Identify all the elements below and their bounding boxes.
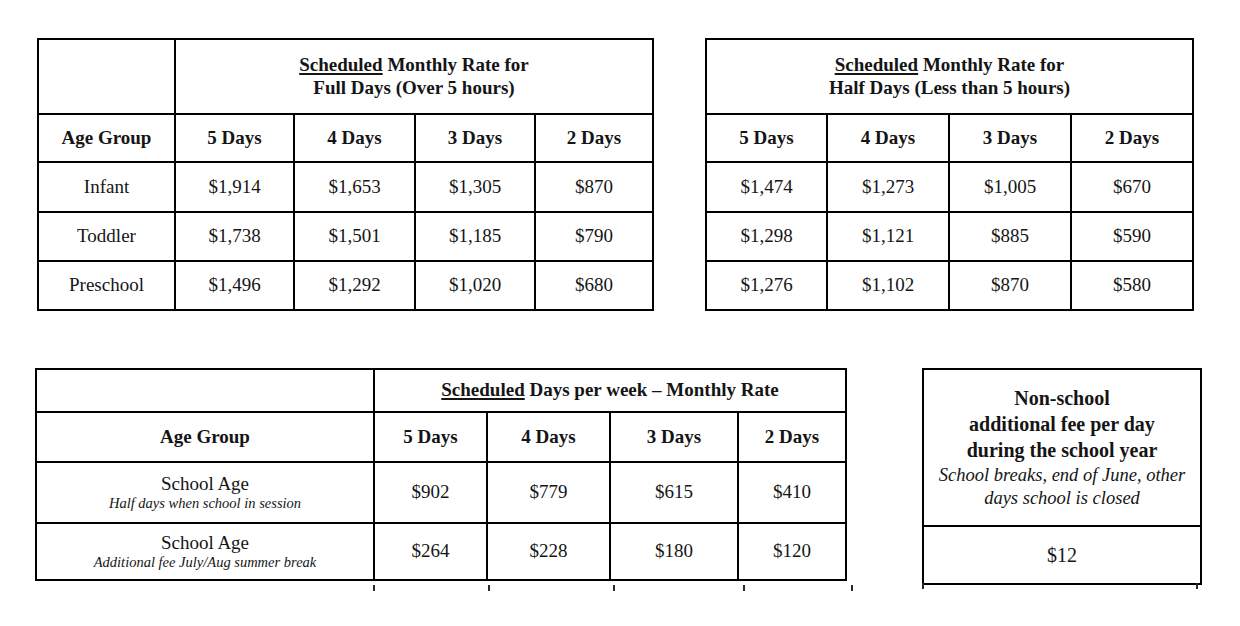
spacer-cell <box>38 39 175 114</box>
table-row: $1,474 $1,273 $1,005 $670 <box>706 162 1193 212</box>
cutoff-row-stub <box>743 585 745 591</box>
rate-cell: $615 <box>610 462 738 523</box>
rate-cell: $1,292 <box>294 261 415 310</box>
column-header-2-days: 2 Days <box>1071 114 1193 162</box>
non-school-fee-note: School breaks, end of June, other days s… <box>928 464 1196 510</box>
fee-title-line2: additional fee per day <box>969 413 1155 435</box>
rate-cell: $902 <box>374 462 487 523</box>
cutoff-row-stub <box>851 585 853 591</box>
title-line2: Half Days (Less than 5 hours) <box>829 77 1070 98</box>
column-header-5-days: 5 Days <box>175 114 294 162</box>
table-row: Infant $1,914 $1,653 $1,305 $870 <box>38 162 653 212</box>
rate-cell: $1,738 <box>175 212 294 261</box>
title-rest: Monthly Rate for <box>918 54 1064 75</box>
rate-cell: $1,273 <box>827 162 949 212</box>
fee-title-line1: Non-school <box>1014 387 1110 409</box>
fee-title-line3: during the school year <box>967 439 1158 461</box>
rate-cell: $779 <box>487 462 610 523</box>
title-underlined-word: Scheduled <box>835 54 918 75</box>
school-age-title: Scheduled Days per week – Monthly Rate <box>374 369 846 412</box>
cutoff-row-stub <box>488 585 490 591</box>
rate-cell: $1,121 <box>827 212 949 261</box>
row-label: Preschool <box>38 261 175 310</box>
school-age-table: Scheduled Days per week – Monthly Rate A… <box>35 368 847 581</box>
rate-cell: $680 <box>535 261 653 310</box>
title-rest: Days per week – Monthly Rate <box>525 379 779 400</box>
cutoff-row-stub <box>613 585 615 591</box>
column-header-3-days: 3 Days <box>415 114 535 162</box>
cutoff-row-stub <box>922 583 924 589</box>
rate-cell: $670 <box>1071 162 1193 212</box>
rate-cell: $590 <box>1071 212 1193 261</box>
rate-cell: $1,305 <box>415 162 535 212</box>
column-header-5-days: 5 Days <box>706 114 827 162</box>
row-label-main: School Age <box>39 473 371 495</box>
rate-cell: $1,496 <box>175 261 294 310</box>
table-row: $1,298 $1,121 $885 $590 <box>706 212 1193 261</box>
column-header-age-group: Age Group <box>38 114 175 162</box>
half-days-table: Scheduled Monthly Rate forHalf Days (Les… <box>705 38 1194 311</box>
table-row: School Age Half days when school in sess… <box>36 462 846 523</box>
cutoff-row-stub <box>1196 583 1198 589</box>
non-school-fee-box: Non-school additional fee per day during… <box>922 368 1202 585</box>
rate-cell: $1,914 <box>175 162 294 212</box>
column-header-5-days: 5 Days <box>374 412 487 462</box>
table-row: $1,276 $1,102 $870 $580 <box>706 261 1193 310</box>
row-label-note: Additional fee July/Aug summer break <box>39 555 371 571</box>
rate-cell: $1,102 <box>827 261 949 310</box>
rate-cell: $1,185 <box>415 212 535 261</box>
table-row: Preschool $1,496 $1,292 $1,020 $680 <box>38 261 653 310</box>
column-header-2-days: 2 Days <box>535 114 653 162</box>
rate-cell: $1,005 <box>949 162 1071 212</box>
rate-cell: $580 <box>1071 261 1193 310</box>
row-label-note: Half days when school in session <box>39 496 371 512</box>
row-label: School Age Additional fee July/Aug summe… <box>36 523 374 580</box>
column-header-2-days: 2 Days <box>738 412 846 462</box>
table-row: School Age Additional fee July/Aug summe… <box>36 523 846 580</box>
rate-cell: $1,276 <box>706 261 827 310</box>
rate-cell: $790 <box>535 212 653 261</box>
rate-cell: $870 <box>949 261 1071 310</box>
non-school-fee-title: Non-school additional fee per day during… <box>967 385 1158 463</box>
spacer-cell <box>36 369 374 412</box>
half-days-title: Scheduled Monthly Rate forHalf Days (Les… <box>706 39 1193 114</box>
rate-cell: $1,653 <box>294 162 415 212</box>
non-school-fee-header: Non-school additional fee per day during… <box>924 370 1200 527</box>
row-label: Toddler <box>38 212 175 261</box>
row-label: School Age Half days when school in sess… <box>36 462 374 523</box>
column-header-age-group: Age Group <box>36 412 374 462</box>
rate-cell: $1,020 <box>415 261 535 310</box>
rate-cell: $870 <box>535 162 653 212</box>
column-header-4-days: 4 Days <box>487 412 610 462</box>
rate-cell: $120 <box>738 523 846 580</box>
rate-cell: $1,501 <box>294 212 415 261</box>
column-header-3-days: 3 Days <box>610 412 738 462</box>
table-row: Toddler $1,738 $1,501 $1,185 $790 <box>38 212 653 261</box>
rate-cell: $1,298 <box>706 212 827 261</box>
rate-cell: $180 <box>610 523 738 580</box>
title-underlined-word: Scheduled <box>299 54 382 75</box>
cutoff-row-stub <box>373 585 375 591</box>
rate-cell: $410 <box>738 462 846 523</box>
rate-cell: $264 <box>374 523 487 580</box>
row-label: Infant <box>38 162 175 212</box>
title-line2: Full Days (Over 5 hours) <box>313 77 514 98</box>
title-underlined-word: Scheduled <box>441 379 524 400</box>
full-days-title: Scheduled Monthly Rate forFull Days (Ove… <box>175 39 653 114</box>
title-rest: Monthly Rate for <box>383 54 529 75</box>
column-header-4-days: 4 Days <box>294 114 415 162</box>
column-header-3-days: 3 Days <box>949 114 1071 162</box>
rate-cell: $885 <box>949 212 1071 261</box>
full-days-table: Scheduled Monthly Rate forFull Days (Ove… <box>37 38 654 311</box>
rate-cell: $228 <box>487 523 610 580</box>
row-label-main: School Age <box>39 532 371 554</box>
non-school-fee-value: $12 <box>924 527 1200 583</box>
column-header-4-days: 4 Days <box>827 114 949 162</box>
rate-cell: $1,474 <box>706 162 827 212</box>
